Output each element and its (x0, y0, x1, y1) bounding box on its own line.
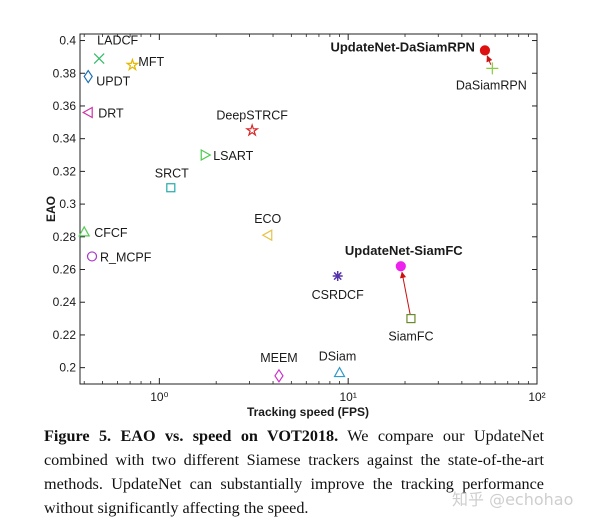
updatenet-dasiamrpn-marker (479, 45, 491, 56)
y-tick-label: 0.36 (53, 99, 77, 113)
updatenet-dasiamrpn-label: UpdateNet-DaSiamRPN (330, 39, 474, 54)
drt-label: DRT (98, 107, 124, 121)
dsiam-marker (333, 366, 346, 378)
y-tick-label: 0.2 (59, 361, 76, 375)
cfcf-label: CFCF (94, 226, 128, 240)
data-points (78, 45, 499, 383)
csrdcf-marker (332, 271, 343, 282)
watermark: 知乎 @echohao (452, 490, 574, 509)
siamfc-label: SiamFC (388, 330, 433, 344)
y-tick-label: 0.26 (53, 263, 77, 277)
dasiamrpn-marker (486, 62, 499, 75)
r-mcpf-marker (86, 251, 98, 262)
meem-marker (274, 368, 284, 383)
meem-label: MEEM (260, 351, 298, 365)
mft-label: MFT (138, 55, 164, 69)
updt-marker (83, 69, 93, 84)
drt-marker (81, 106, 93, 119)
caption-title: EAO vs. speed on VOT2018. (120, 427, 339, 445)
r-mcpf-label: R_MCPF (100, 250, 152, 264)
x-tick-label: 10² (528, 390, 545, 404)
arrow-head-dasiamrpn (486, 55, 493, 63)
x-tick-label: 10⁰ (150, 390, 168, 404)
y-tick-label: 0.38 (53, 66, 77, 80)
x-axis: 10⁰ 10¹ 10² (83, 34, 546, 404)
mft-marker (125, 57, 140, 72)
deepstrcf-label: DeepSTRCF (216, 108, 288, 122)
srct-label: SRCT (155, 167, 189, 181)
deepstrcf-marker (245, 123, 260, 137)
arrow-head-siamfc (400, 271, 407, 279)
y-tick-label: 0.4 (59, 34, 76, 48)
lsart-label: LSART (213, 149, 253, 163)
srct-marker (166, 183, 176, 193)
eco-label: ECO (254, 212, 281, 226)
arrow-siamfc (401, 272, 411, 315)
y-tick-label: 0.32 (53, 164, 77, 178)
y-axis: 0.2 0.22 0.24 0.26 0.28 0.3 0.32 0.34 0.36 0.38 0.… (53, 34, 537, 375)
x-tick-label: 10¹ (340, 390, 357, 404)
dasiamrpn-label: DaSiamRPN (456, 78, 527, 92)
x-axis-title: Tracking speed (FPS) (247, 405, 369, 419)
y-tick-label: 0.28 (53, 230, 77, 244)
updatenet-siamfc-marker (395, 261, 406, 272)
ladcf-marker (93, 53, 105, 64)
scatter-chart: 10⁰ 10¹ 10² 0.2 0.22 0.24 0.26 0.28 0.3 0.32 0.34… (44, 33, 546, 419)
y-tick-label: 0.22 (53, 328, 77, 342)
y-tick-label: 0.34 (53, 132, 77, 146)
y-tick-label: 0.24 (53, 295, 77, 309)
caption-label: Figure 5. (44, 427, 112, 445)
dsiam-label: DSiam (319, 350, 357, 364)
cfcf-marker (78, 225, 91, 237)
eco-marker (261, 229, 273, 242)
plot-frame (79, 33, 538, 385)
y-tick-label: 0.3 (59, 197, 76, 211)
improvement-arrows (400, 55, 493, 315)
csrdcf-label: CSRDCF (312, 288, 364, 302)
y-axis-title: EAO (44, 196, 58, 222)
figure-caption: Figure 5. EAO vs. speed on VOT2018. We c… (44, 424, 544, 520)
updt-label: UPDT (96, 75, 130, 89)
ladcf-label: LADCF (97, 34, 138, 48)
updatenet-siamfc-label: UpdateNet-SiamFC (345, 243, 463, 258)
siamfc-marker (406, 313, 416, 324)
caption-text: We compare our UpdateNet combined with t… (44, 427, 545, 517)
lsart-marker (200, 149, 212, 162)
